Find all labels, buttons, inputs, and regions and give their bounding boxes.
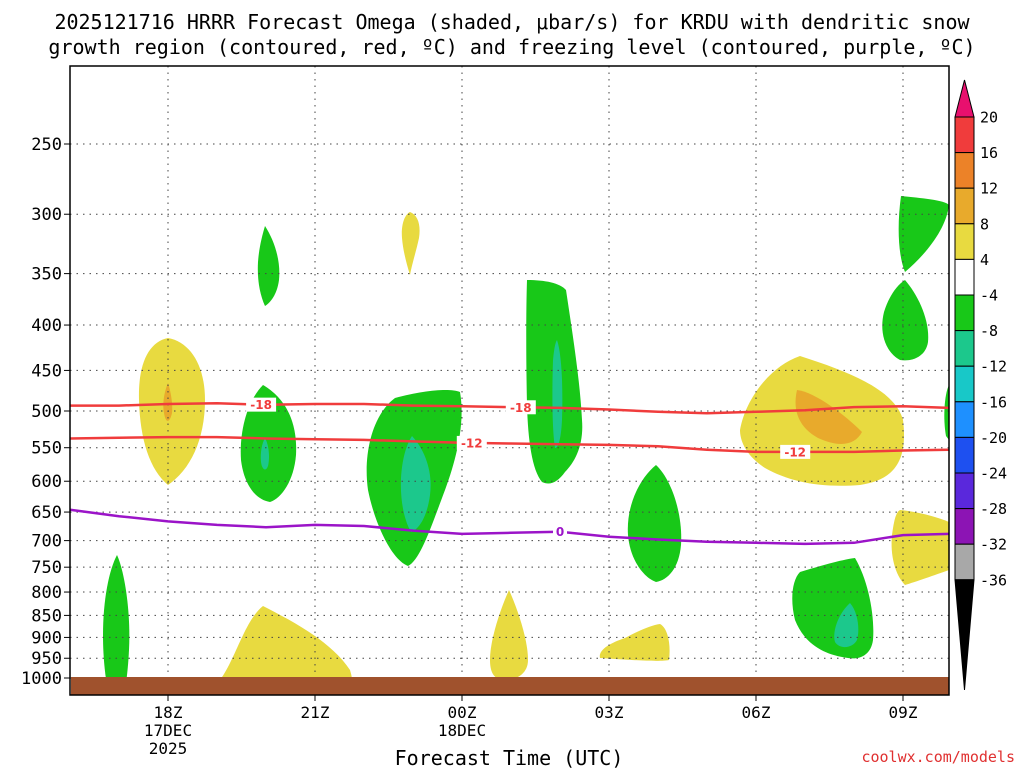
y-axis: 2503003504004505005506006507007508008509… <box>21 135 70 689</box>
y-tick-label-350: 350 <box>31 265 62 285</box>
blob-cyan-2030 <box>260 438 269 470</box>
contour-label-bg-dgz-18-1 <box>505 400 536 415</box>
colorbar-bin-20 <box>954 116 975 154</box>
colorbar-bin--32 <box>954 543 975 581</box>
x-tick-label-00Z: 00Z <box>448 703 477 722</box>
y-tick-label-850: 850 <box>31 606 62 626</box>
colorbar-label--12: -12 <box>980 358 1007 376</box>
blob-green-0400 <box>627 465 682 582</box>
blob-orange-1800 <box>163 383 173 421</box>
colorbar: 20 16 12 8 4 -4 -8 -12 -16 -20 -24 -28 -32 -36 <box>954 79 1007 691</box>
y-tick-label-950: 950 <box>31 649 62 669</box>
contour-label-bg-dgz-12-0 <box>456 435 487 450</box>
contour-label-bg-dgz-18-0 <box>246 397 277 412</box>
blob-green-1745 <box>103 555 130 695</box>
colorbar-label--20: -20 <box>980 429 1007 447</box>
colorbar-cap-bottom <box>954 579 975 691</box>
y-tick-label-750: 750 <box>31 558 62 578</box>
contour-label-freezing-0-0: 0 <box>556 525 564 539</box>
blob-green-0900-upper <box>898 196 949 272</box>
blob-green-0930-edge <box>944 385 949 440</box>
x-axis-label: Forecast Time (UTC) <box>395 746 624 768</box>
y-tick-label-450: 450 <box>31 361 62 381</box>
blob-green-0730-low <box>792 558 874 659</box>
blob-orange-0700 <box>795 390 862 444</box>
colorbar-label--32: -32 <box>980 536 1007 554</box>
watermark: coolwx.com/models <box>861 748 1015 766</box>
contour-label-bg-dgz-12-1 <box>780 444 811 459</box>
colorbar-bin--8 <box>954 330 975 367</box>
chart-title-line2: growth region (contoured, red, ºC) and f… <box>48 35 975 59</box>
colorbar-bin--24 <box>954 472 975 510</box>
blob-yellow-0330-low <box>599 624 670 661</box>
blob-yellow-2300-low <box>391 688 428 695</box>
colorbar-label-4: 4 <box>980 251 989 269</box>
blob-cyan-0200 <box>552 340 563 448</box>
blob-green-0900-mid <box>882 280 929 361</box>
colorbar-label-12: 12 <box>980 180 998 198</box>
colorbar-bin-4 <box>954 258 975 296</box>
colorbar-label--16: -16 <box>980 393 1007 411</box>
x-tick-label-21Z: 21Z <box>301 703 330 722</box>
y-tick-label-250: 250 <box>31 135 62 155</box>
y-tick-label-650: 650 <box>31 503 62 523</box>
colorbar-label--36: -36 <box>980 571 1007 589</box>
contour-label-bg-freezing-0-0 <box>553 524 567 539</box>
ground-strip <box>71 677 949 695</box>
y-tick-label-1000: 1000 <box>21 669 62 689</box>
y-tick-label-550: 550 <box>31 439 62 459</box>
y-tick-label-500: 500 <box>31 402 62 422</box>
colorbar-bin--4 <box>954 294 975 332</box>
blob-cyan-2300 <box>400 436 431 532</box>
x-tick-label-18Z: 18Z <box>154 703 183 722</box>
blob-yellow-2030-low <box>198 606 353 695</box>
contour-label-dgz-18-0: -18 <box>250 398 272 412</box>
colorbar-bin--20 <box>954 436 975 474</box>
blob-green-2030-upper <box>257 226 280 306</box>
colorbar-bin--16 <box>954 401 975 438</box>
x-tick-label-09Z: 09Z <box>889 703 918 722</box>
colorbar-bin--28 <box>954 508 975 545</box>
y-tick-label-300: 300 <box>31 205 62 225</box>
y-tick-label-700: 700 <box>31 532 62 552</box>
y-tick-label-800: 800 <box>31 583 62 603</box>
y-tick-label-400: 400 <box>31 316 62 336</box>
y-tick-label-600: 600 <box>31 472 62 492</box>
blob-yellow-2300-upper <box>401 212 420 275</box>
contour-label-dgz-12-1: -12 <box>784 445 806 459</box>
x-tick-date-00Z: 18DEC <box>438 721 486 740</box>
blob-green-2030 <box>240 385 297 502</box>
gridlines <box>70 66 949 695</box>
colorbar-label-8: 8 <box>980 215 989 233</box>
x-tick-year-18Z: 2025 <box>149 739 188 758</box>
x-tick-label-03Z: 03Z <box>595 703 624 722</box>
colorbar-bin-8 <box>954 223 975 260</box>
plot-frame <box>69 65 950 696</box>
colorbar-label--28: -28 <box>980 500 1007 518</box>
omega-shading <box>103 196 949 695</box>
colorbar-bin--12 <box>954 365 975 403</box>
colorbar-bin-12 <box>954 187 975 225</box>
contour-label-dgz-12-0: -12 <box>461 436 483 450</box>
colorbar-cap-top <box>954 79 975 118</box>
chart-title-line1: 2025121716 HRRR Forecast Omega (shaded, … <box>54 10 970 34</box>
blob-yellow-0100 <box>490 590 528 680</box>
colorbar-label-16: 16 <box>980 144 998 162</box>
x-tick-label-06Z: 06Z <box>742 703 771 722</box>
blob-yellow-0930-low <box>891 510 949 585</box>
x-tick-date-18Z: 17DEC <box>144 721 192 740</box>
blob-cyan-0730-low <box>834 603 859 648</box>
colorbar-label--4: -4 <box>980 287 998 305</box>
contour-label-dgz-18-1: -18 <box>510 401 532 415</box>
colorbar-bin-16 <box>954 152 975 189</box>
colorbar-label--8: -8 <box>980 322 998 340</box>
colorbar-label--24: -24 <box>980 465 1007 483</box>
y-tick-label-900: 900 <box>31 628 62 648</box>
contours: -18 -18 -12 -12 0 <box>69 397 950 546</box>
contour-freezing-0 <box>69 508 950 546</box>
colorbar-label-20: 20 <box>980 109 998 127</box>
